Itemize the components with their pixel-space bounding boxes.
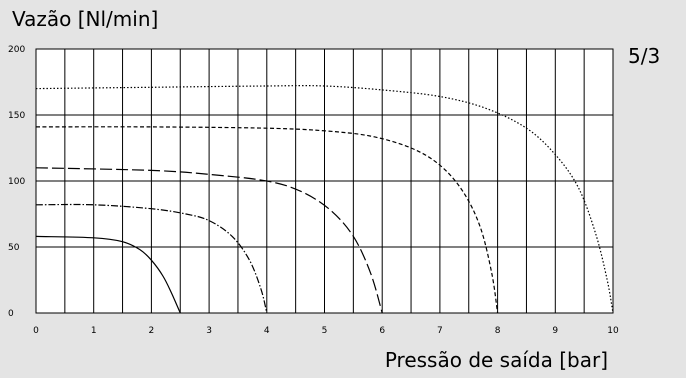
- y-tick-label: 100: [8, 177, 25, 187]
- x-tick-label: 3: [206, 326, 212, 336]
- x-tick-label: 9: [552, 326, 558, 336]
- series-line-4: [35, 126, 499, 314]
- x-tick-label: 8: [495, 326, 501, 336]
- x-tick-label: 7: [437, 326, 443, 336]
- y-axis-label: Vazão [Nl/min]: [12, 7, 158, 31]
- y-tick-label: 50: [8, 243, 20, 253]
- corner-label: 5/3: [628, 44, 660, 68]
- plot-frame: [35, 48, 614, 314]
- x-tick-label: 4: [264, 326, 270, 336]
- series-line-1: [35, 235, 181, 314]
- x-axis-label: Pressão de saída [bar]: [385, 348, 608, 372]
- x-tick-label: 2: [149, 326, 155, 336]
- y-tick-label: 0: [8, 309, 14, 319]
- x-tick-label: 6: [379, 326, 385, 336]
- series-line-2: [35, 203, 268, 314]
- x-tick-label: 0: [33, 326, 39, 336]
- x-tick-label: 10: [607, 326, 619, 336]
- x-tick-label: 5: [322, 326, 328, 336]
- y-tick-label: 150: [8, 111, 25, 121]
- series-line-3: [35, 167, 383, 314]
- x-tick-label: 1: [91, 326, 97, 336]
- y-tick-label: 200: [8, 45, 25, 55]
- series-line-5: [35, 85, 614, 314]
